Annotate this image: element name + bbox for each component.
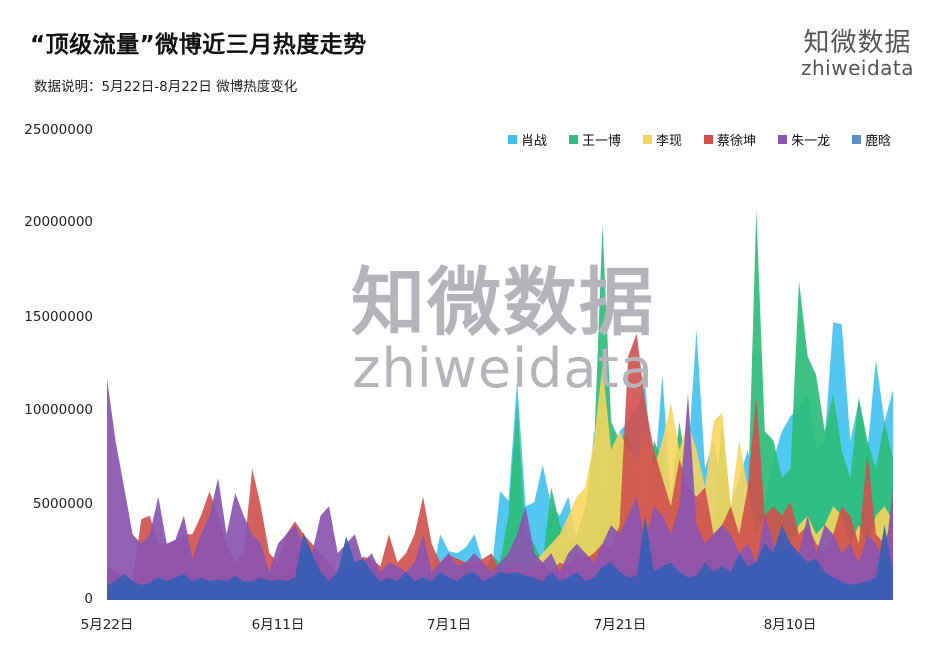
brand-logo: 知微数据 zhiweidata [795,28,920,78]
chart-subtitle: 数据说明：5月22日-8月22日 微博热度变化 [34,79,298,95]
y-tick-label: 15000000 [24,309,93,325]
y-tick-label: 25000000 [24,122,93,138]
legend-swatch-icon [778,135,788,144]
x-tick-label: 6月11日 [251,617,305,633]
legend-swatch-icon [852,135,862,144]
x-tick-label: 7月1日 [426,617,472,633]
legend-label: 王一博 [582,134,622,149]
legend-label: 李现 [656,134,683,149]
chart-title: “顶级流量”微博近三月热度走势 [30,32,367,58]
legend-item-luhan[interactable]: 鹿晗 [852,130,891,149]
brand-logo-en: zhiweidata [801,56,914,80]
legend-item-caixukun[interactable]: 蔡徐坤 [704,130,756,149]
legend-item-lixian[interactable]: 李现 [643,130,682,149]
legend-label: 肖战 [521,134,548,149]
y-tick-label: 20000000 [24,214,93,230]
chart-legend: 肖战 王一博 李现 蔡徐坤 朱一龙 鹿晗 [508,130,891,149]
y-tick-label: 10000000 [24,402,93,418]
legend-item-xiaozhan[interactable]: 肖战 [508,130,547,149]
legend-item-wangyibo[interactable]: 王一博 [569,130,621,149]
x-tick-label: 5月22日 [80,617,134,633]
legend-swatch-icon [508,135,517,144]
legend-swatch-icon [643,135,653,144]
x-tick-label: 8月10日 [763,617,817,633]
legend-label: 鹿晗 [865,134,892,149]
brand-logo-cn: 知微数据 [803,28,912,58]
legend-label: 朱一龙 [791,134,831,149]
x-tick-label: 7月21日 [593,617,647,633]
y-tick-label: 5000000 [32,496,93,512]
area-series [107,515,893,600]
y-tick-label: 0 [84,591,93,607]
legend-swatch-icon [569,135,579,144]
legend-label: 蔡徐坤 [717,134,757,149]
legend-item-zhuyilong[interactable]: 朱一龙 [778,130,830,149]
legend-swatch-icon [704,135,714,144]
